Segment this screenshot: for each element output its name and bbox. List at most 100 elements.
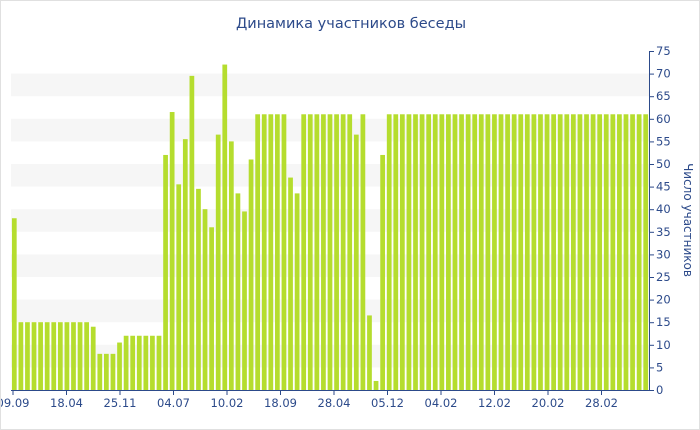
bar (452, 114, 458, 390)
bar (570, 114, 576, 390)
bar (104, 353, 109, 390)
x-tick-label: 20.02 (532, 396, 565, 410)
x-tick-label: 04.02 (425, 396, 458, 410)
bar (222, 64, 228, 390)
y-tick-label: 30 (656, 247, 671, 261)
bar (524, 114, 530, 390)
bar (511, 114, 517, 390)
bar (44, 322, 50, 390)
bar (268, 114, 274, 390)
bar (380, 154, 385, 390)
bar (557, 114, 563, 390)
x-tick-label: 09.09 (1, 396, 29, 410)
y-tick-label: 20 (656, 293, 671, 307)
bar (472, 114, 478, 390)
bar (25, 322, 30, 390)
bar (531, 114, 537, 390)
x-tick-label: 10.02 (211, 396, 244, 410)
bar (340, 114, 346, 390)
bar (538, 114, 543, 390)
bar (413, 114, 418, 390)
bar (202, 209, 208, 390)
bar (18, 322, 24, 390)
x-tick-label: 04.07 (157, 396, 190, 410)
bar (90, 326, 96, 390)
y-tick-label: 40 (656, 202, 671, 216)
bar (478, 114, 484, 390)
x-tick-label: 28.02 (585, 396, 618, 410)
bar (386, 114, 392, 390)
bar (31, 322, 37, 390)
bar (373, 380, 379, 390)
bar (406, 114, 412, 390)
y-tick-label: 10 (656, 338, 671, 352)
bar (176, 184, 182, 390)
y-tick-label: 15 (656, 315, 671, 329)
y-tick-label: 35 (656, 225, 671, 239)
bar (248, 159, 254, 390)
bar (301, 114, 307, 390)
bar (288, 177, 293, 390)
bar (465, 114, 471, 390)
bar (446, 114, 451, 390)
bar (228, 141, 234, 390)
bar (432, 114, 438, 390)
bar (110, 353, 116, 390)
bar (123, 335, 129, 390)
bar (623, 114, 629, 390)
bar (564, 114, 570, 390)
bar (492, 114, 497, 390)
y-axis-title: Число участников (681, 163, 695, 277)
x-tick-label: 28.04 (318, 396, 351, 410)
bar (584, 114, 589, 390)
bar (294, 193, 300, 390)
bar (630, 114, 635, 390)
bar (419, 114, 425, 390)
grid-band (11, 73, 649, 97)
bar (577, 114, 583, 390)
chart-title: Динамика участников беседы (236, 16, 466, 32)
bar (235, 193, 241, 390)
bar (97, 353, 103, 390)
bar (367, 315, 372, 390)
bar (505, 114, 510, 390)
bar (38, 322, 43, 390)
bar (399, 114, 405, 390)
y-tick-label: 25 (656, 270, 671, 284)
bar (196, 188, 201, 390)
bar (485, 114, 491, 390)
bar (518, 114, 524, 390)
bar (275, 114, 280, 390)
bar-series (11, 64, 649, 391)
bar (130, 335, 136, 390)
bar (242, 211, 247, 390)
bar (617, 114, 622, 390)
bar (117, 342, 122, 390)
bar (590, 114, 596, 390)
bar (393, 114, 399, 390)
bar (426, 114, 432, 390)
bar (610, 114, 616, 390)
bar (636, 114, 642, 390)
x-tick-label: 05.12 (371, 396, 404, 410)
bar (261, 114, 267, 390)
y-tick-label: 60 (656, 112, 671, 126)
bar (215, 134, 221, 390)
y-tick-label: 55 (656, 134, 671, 148)
y-tick-label: 50 (656, 157, 671, 171)
y-tick-label: 65 (656, 89, 671, 103)
bar (597, 114, 603, 390)
bar (307, 114, 313, 390)
bar (57, 322, 63, 390)
bar (64, 322, 70, 390)
bar (143, 335, 149, 390)
bar (544, 114, 550, 390)
bar (51, 322, 57, 390)
bar (84, 322, 90, 390)
bar (603, 114, 609, 390)
y-tick-label: 5 (656, 360, 663, 374)
bar (360, 114, 366, 390)
bar (321, 114, 326, 390)
bar (71, 322, 76, 390)
